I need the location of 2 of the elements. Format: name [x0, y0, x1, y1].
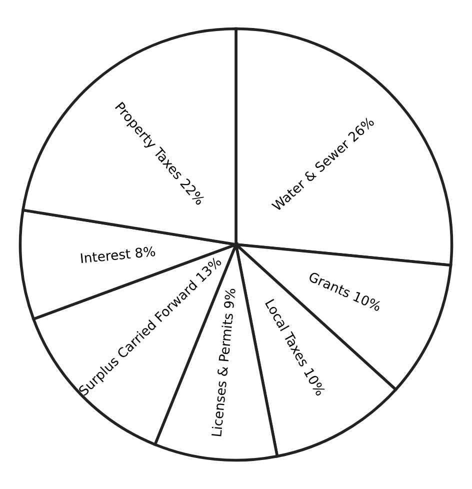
slice-label: Licenses & Permits 9% — [211, 288, 236, 436]
slice-label: Interest 8% — [80, 246, 156, 264]
